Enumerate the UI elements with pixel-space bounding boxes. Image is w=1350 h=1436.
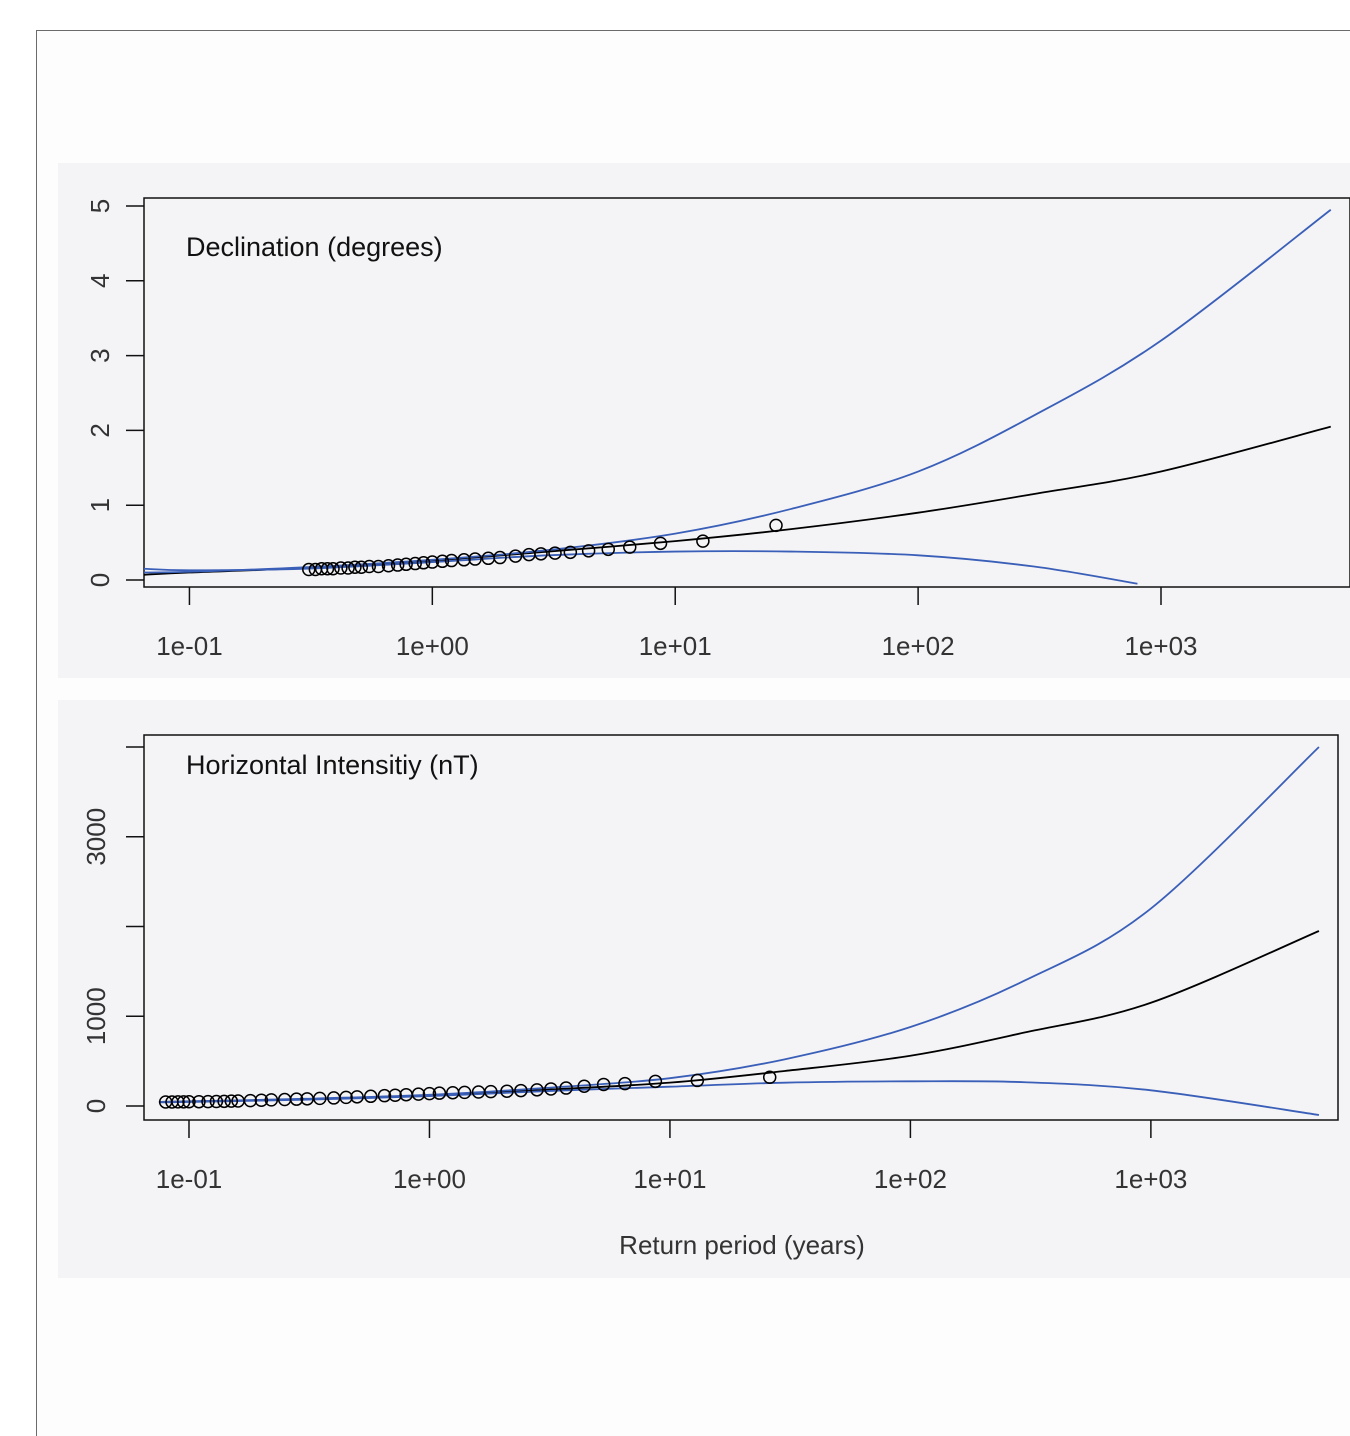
plot-area-border xyxy=(143,197,1350,588)
data-point xyxy=(408,556,422,571)
x-tick-label: 1e+02 xyxy=(882,631,955,661)
data-point xyxy=(341,561,355,575)
data-point xyxy=(388,1088,402,1102)
data-point xyxy=(243,1093,258,1108)
data-point xyxy=(559,1081,573,1095)
data-point xyxy=(411,1087,426,1101)
x-tick-label: 1e+02 xyxy=(874,1164,947,1194)
data-point xyxy=(264,1093,279,1107)
data-point xyxy=(381,559,396,573)
data-point xyxy=(176,1095,191,1109)
x-axis-title: Return period (years) xyxy=(619,1230,865,1260)
y-tick-label: 0 xyxy=(81,1099,111,1113)
data-point xyxy=(425,555,440,569)
upper-bound-line xyxy=(144,209,1332,574)
data-point xyxy=(648,1074,663,1089)
y-tick-label: 0 xyxy=(85,573,115,587)
x-tick-label: 1e+03 xyxy=(1124,631,1197,661)
data-point xyxy=(514,1083,528,1098)
y-tick-label: 5 xyxy=(85,199,115,213)
data-point xyxy=(618,1076,632,1091)
data-point xyxy=(416,556,431,570)
data-point xyxy=(371,559,386,574)
x-tick-label: 1e+00 xyxy=(393,1164,466,1194)
data-point xyxy=(377,1088,392,1103)
data-point xyxy=(581,544,596,558)
data-point xyxy=(484,1084,498,1099)
data-point xyxy=(302,562,316,577)
data-point xyxy=(313,1091,327,1106)
data-point xyxy=(192,1094,206,1109)
data-point xyxy=(224,1094,239,1108)
fit-line xyxy=(144,425,1332,576)
declination-panel: 1e-01 1e+00 1e+01 1e+02 1e+03 0 1 2 3 4 5 Declinati… xyxy=(58,163,1350,678)
data-point xyxy=(500,1084,514,1098)
data-point xyxy=(530,1083,544,1097)
data-point xyxy=(508,549,523,563)
data-point xyxy=(577,1079,591,1094)
data-point xyxy=(432,1086,447,1100)
lower-bound-line xyxy=(158,1080,1320,1116)
x-tick-label: 1e+01 xyxy=(633,1164,706,1194)
plot-area-border xyxy=(143,734,1339,1121)
x-tick-label: 1e-01 xyxy=(156,631,223,661)
data-point xyxy=(362,559,377,574)
x-tick-label: 1e+03 xyxy=(1114,1164,1187,1194)
data-point xyxy=(534,547,548,561)
data-point xyxy=(601,542,615,557)
data-point xyxy=(457,553,471,567)
data-point xyxy=(390,558,405,572)
data-point xyxy=(696,534,710,548)
y-tick-label: 3 xyxy=(85,348,115,362)
series-group xyxy=(144,209,1332,585)
y-tick-label: 3000 xyxy=(81,808,111,866)
data-point xyxy=(468,552,482,566)
data-point xyxy=(339,1090,353,1105)
data-point xyxy=(690,1073,705,1088)
upper-bound-line xyxy=(158,746,1320,1103)
data-point xyxy=(596,1077,611,1092)
declination-chart: 1e-01 1e+00 1e+01 1e+02 1e+03 0 1 2 3 4 5 Declinati… xyxy=(85,197,1350,661)
y-tick-label: 1 xyxy=(85,498,115,512)
data-point xyxy=(457,1085,472,1100)
data-point xyxy=(201,1094,215,1109)
series-group xyxy=(158,746,1320,1116)
data-point xyxy=(334,561,348,575)
horizontal-intensity-chart: 1e-01 1e+00 1e+01 1e+02 1e+03 0 1000 3000 Horizo… xyxy=(81,734,1339,1260)
data-point xyxy=(653,536,668,551)
data-point xyxy=(422,1086,437,1101)
y-tick-label: 2 xyxy=(85,423,115,437)
data-point xyxy=(623,540,637,554)
data-point xyxy=(254,1093,269,1108)
data-point xyxy=(435,554,450,569)
data-point xyxy=(762,1070,777,1085)
data-point xyxy=(563,545,578,560)
data-point xyxy=(544,1082,558,1096)
chart-title: Declination (degrees) xyxy=(186,232,443,262)
chart-title: Horizontal Intensitiy (nT) xyxy=(186,750,479,780)
data-point xyxy=(354,560,369,575)
x-tick-label: 1e+01 xyxy=(639,631,712,661)
data-point xyxy=(289,1092,304,1106)
x-tick-label: 1e-01 xyxy=(156,1164,223,1194)
data-point xyxy=(182,1095,196,1109)
data-point xyxy=(399,557,413,572)
data-point xyxy=(769,518,783,533)
data-point xyxy=(493,550,507,565)
data-point xyxy=(548,546,562,560)
data-point xyxy=(171,1095,185,1109)
data-point xyxy=(217,1094,231,1109)
data-point xyxy=(320,562,335,576)
horizontal-intensity-panel: 1e-01 1e+00 1e+01 1e+02 1e+03 0 1000 3000 Horizo… xyxy=(58,700,1350,1278)
data-point xyxy=(522,547,536,562)
data-point xyxy=(364,1089,378,1104)
data-point xyxy=(326,562,340,576)
data-point xyxy=(350,1090,364,1104)
x-tick-label: 1e+00 xyxy=(396,631,469,661)
y-tick-label: 4 xyxy=(85,274,115,288)
data-point xyxy=(348,560,362,575)
y-tick-label: 1000 xyxy=(81,987,111,1045)
data-point xyxy=(209,1094,224,1109)
fit-line xyxy=(158,930,1320,1103)
